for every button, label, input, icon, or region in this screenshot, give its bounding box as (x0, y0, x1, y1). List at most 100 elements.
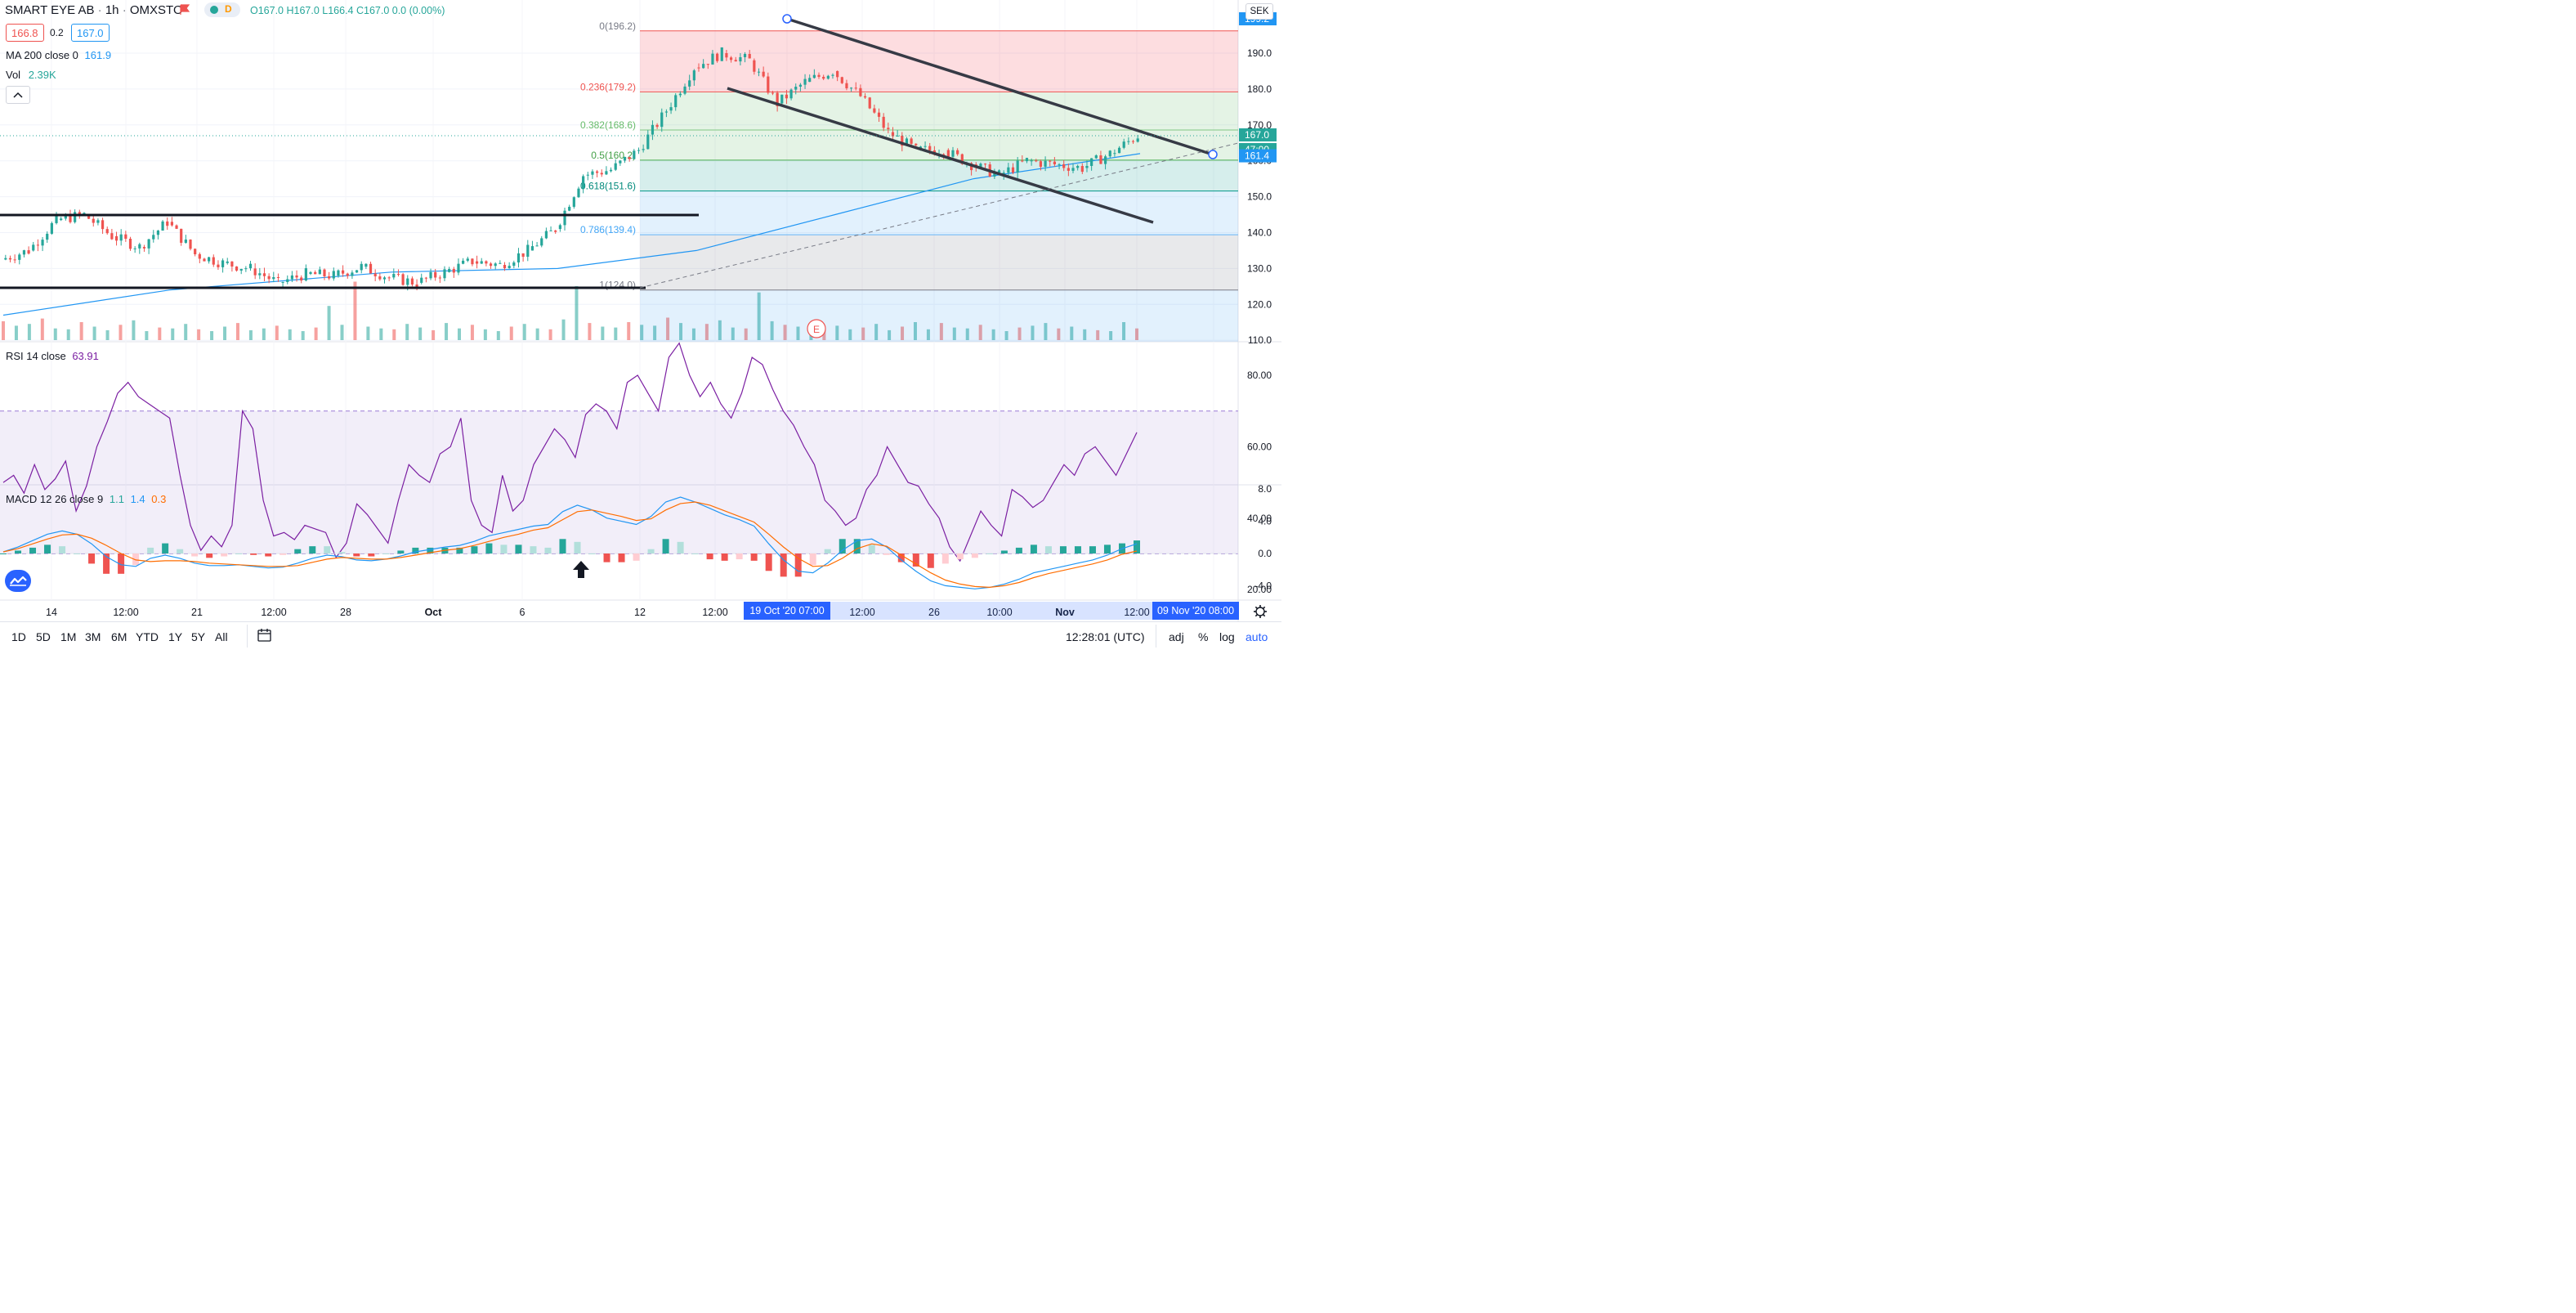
candle-body (184, 240, 187, 243)
candle-body (716, 53, 719, 61)
buy-price-button[interactable]: 167.0 (71, 24, 110, 42)
time-tick-label: 14 (46, 607, 57, 618)
vol-legend[interactable]: Vol 2.39K (6, 69, 56, 81)
macd-histogram-bar (206, 553, 213, 558)
timeframe-button-6m[interactable]: 6M (111, 630, 127, 643)
candle-body (915, 143, 918, 146)
volume-bar (575, 286, 579, 340)
volume-bar (210, 331, 214, 340)
candle-body (956, 150, 959, 155)
candle-body (688, 80, 691, 87)
candle-body (739, 56, 742, 62)
candle-body (521, 253, 525, 258)
candle-body (318, 269, 321, 275)
candle-body (485, 261, 488, 264)
currency-button[interactable]: SEK (1246, 3, 1273, 20)
timeframe-button-ytd[interactable]: YTD (136, 630, 159, 643)
flag-icon[interactable] (180, 4, 190, 15)
candle-body (859, 87, 862, 96)
macd-histogram-bar (721, 553, 728, 561)
candle-body (568, 206, 571, 211)
candle-body (660, 112, 664, 128)
volume-bar (66, 329, 70, 340)
volume-bar (522, 324, 526, 340)
volume-bar (874, 324, 879, 340)
macd-histogram-bar (986, 553, 993, 554)
volume-bar (888, 329, 892, 340)
candle-body (401, 274, 405, 285)
timeframe-button-3m[interactable]: 3M (85, 630, 101, 643)
data-status-pill[interactable]: D (204, 2, 240, 17)
candle-body (434, 271, 437, 278)
rsi-band (0, 410, 1238, 554)
rsi-legend[interactable]: RSI 14 close 63.91 (6, 350, 99, 362)
candle-body (530, 246, 534, 251)
macd-histogram-bar (265, 553, 272, 557)
macd-histogram-bar (574, 541, 581, 553)
utc-clock[interactable]: 12:28:01 (UTC) (1066, 630, 1145, 643)
tradingview-logo[interactable] (5, 570, 31, 592)
candle-body (373, 273, 377, 277)
collapse-legend-button[interactable] (6, 86, 30, 104)
timeframe-button-all[interactable]: All (215, 630, 228, 643)
timeframe-button-1y[interactable]: 1Y (168, 630, 183, 643)
volume-bar (926, 329, 930, 340)
candle-body (480, 261, 483, 264)
candle-body (563, 210, 566, 226)
candle-body (212, 257, 215, 265)
volume-bar (432, 329, 436, 340)
timeframe-button-1d[interactable]: 1D (11, 630, 26, 643)
settings-gear-icon[interactable] (1254, 605, 1267, 618)
macd-histogram-bar (530, 546, 537, 553)
macd-signal-line (2, 501, 1138, 589)
macd-histogram-bar (338, 552, 346, 553)
rsi-tick-label: 20.00 (1247, 584, 1272, 595)
candle-body (896, 136, 899, 137)
sell-price-button[interactable]: 166.8 (6, 24, 44, 42)
auto-button[interactable]: auto (1246, 630, 1268, 643)
macd-histogram-bar (235, 553, 243, 554)
candle-body (217, 264, 220, 267)
time-range-highlight (744, 602, 1239, 620)
volume-bar (145, 331, 149, 340)
timeframe-button-5d[interactable]: 5D (36, 630, 51, 643)
candle-body (457, 263, 460, 273)
rsi-tick-label: 60.00 (1247, 441, 1272, 452)
interval-label[interactable]: 1h (105, 3, 119, 17)
time-tick-label: 26 (928, 607, 940, 618)
timeframe-button-5y[interactable]: 5Y (191, 630, 206, 643)
bottom-toolbar (0, 621, 1281, 655)
candle-body (258, 273, 262, 276)
macd-histogram-bar (353, 553, 360, 557)
candle-body (946, 150, 950, 157)
log-button[interactable]: log (1219, 630, 1235, 643)
goto-date-button[interactable] (253, 626, 275, 646)
macd-histogram-bar (1015, 547, 1022, 553)
volume-bar (2, 320, 5, 340)
candle-body (443, 269, 446, 279)
candle-body (276, 276, 280, 278)
adj-button[interactable]: adj (1169, 630, 1184, 643)
macd-histogram-bar (500, 544, 508, 553)
candle-body (74, 212, 77, 222)
spread-value: 0.2 (50, 27, 64, 38)
macd-histogram-bar (765, 553, 772, 571)
percent-button[interactable]: % (1198, 630, 1209, 643)
candle-body (462, 260, 465, 264)
ma-legend[interactable]: MA 200 close 0 161.9 (6, 49, 111, 61)
candle-body (267, 276, 271, 280)
candle-body (203, 258, 206, 262)
volume-bar (366, 326, 370, 340)
candle-body (499, 262, 502, 264)
chart-svg[interactable]: 0(196.2)0.236(179.2)0.382(168.6)0.5(160.… (0, 0, 1281, 654)
timeframe-button-1m[interactable]: 1M (60, 630, 77, 643)
macd-histogram-bar (633, 553, 640, 561)
chevron-up-icon (13, 92, 23, 98)
volume-bar (1109, 331, 1113, 340)
macd-histogram-bar (118, 553, 125, 574)
candle-body (503, 265, 507, 269)
macd-legend[interactable]: MACD 12 26 close 9 1.1 1.4 0.3 (6, 493, 166, 505)
candle-body (720, 47, 723, 61)
candle-body (420, 277, 423, 283)
candle-body (410, 278, 414, 285)
